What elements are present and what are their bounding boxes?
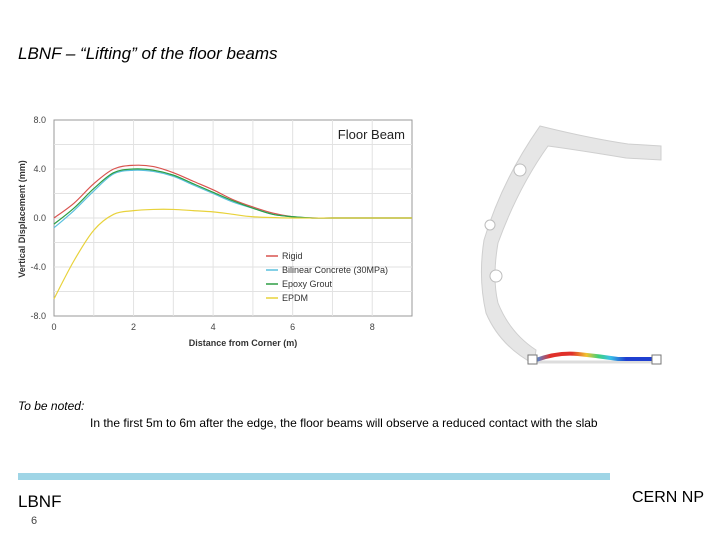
anchor-hole-2 (484, 219, 496, 231)
legend-entry: Epoxy Grout (282, 279, 333, 289)
note-label: To be noted: (18, 399, 85, 413)
y-tick-labels: 8.0 4.0 0.0 -4.0 -8.0 (30, 115, 46, 321)
y-axis-label: Vertical Displacement (mm) (17, 160, 27, 278)
legend-entry: Rigid (282, 251, 303, 261)
legend-entry: Bilinear Concrete (30MPa) (282, 265, 388, 275)
x-tick-label: 2 (131, 322, 136, 332)
footer-project-name: LBNF (18, 492, 62, 511)
y-tick-label: -4.0 (30, 262, 46, 272)
legend-entry: EPDM (282, 293, 308, 303)
y-tick-label: 4.0 (33, 164, 46, 174)
x-tick-label: 6 (290, 322, 295, 332)
floor-beam-mesh-diagram (480, 125, 662, 365)
beam-end-marker-right (651, 354, 662, 365)
footer-bar (18, 473, 610, 480)
anchor-hole-3 (489, 269, 503, 283)
y-tick-label: 0.0 (33, 213, 46, 223)
floor-beam-chart: 8.0 4.0 0.0 -4.0 -8.0 0 2 4 6 8 Floor Beam Dista… (17, 115, 413, 348)
x-axis-label: Distance from Corner (m) (189, 338, 298, 348)
floor-beam-deformation (535, 351, 656, 362)
x-tick-label: 4 (211, 322, 216, 332)
anchor-hole-1 (513, 163, 527, 177)
footer-organization: CERN NP (631, 489, 704, 506)
page-number: 6 (31, 515, 38, 527)
x-tick-label: 0 (51, 322, 56, 332)
chart-legend: Rigid Bilinear Concrete (30MPa) Epoxy Grou… (266, 251, 388, 303)
chart-title: Floor Beam (338, 127, 405, 142)
x-tick-label: 8 (370, 322, 375, 332)
y-tick-label: 8.0 (33, 115, 46, 125)
series-line-3 (53, 208, 412, 300)
chart-series (53, 164, 412, 300)
x-tick-labels: 0 2 4 6 8 (51, 322, 374, 332)
y-tick-label: -8.0 (30, 311, 46, 321)
slab-outline-shape (480, 125, 662, 365)
note-text: In the first 5m to 6m after the edge, th… (90, 416, 598, 430)
beam-end-marker-left (527, 354, 538, 365)
slide-title: LBNF – “Lifting” of the floor beams (18, 44, 278, 63)
